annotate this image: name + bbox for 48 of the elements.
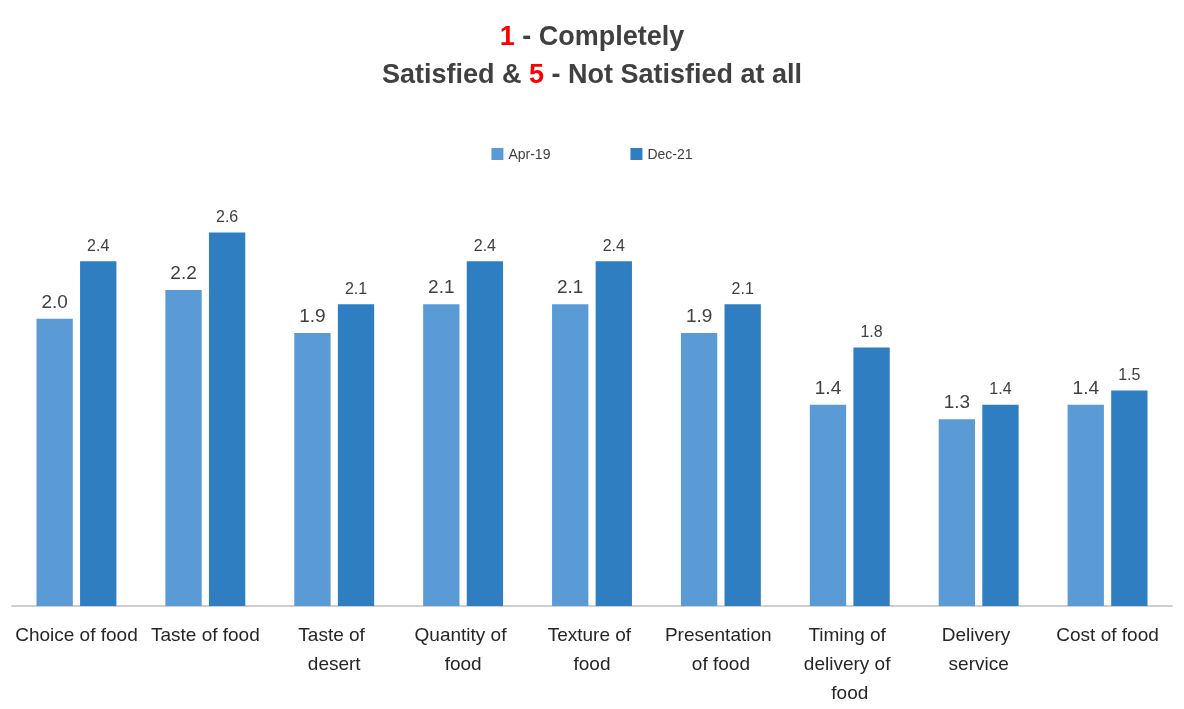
data-label: 2.4 [473,236,497,254]
bar [552,304,589,606]
x-tick-label: Cost of food [1056,624,1159,645]
x-tick-label: Delivery service [941,624,1016,674]
data-label: 2.1 [557,276,584,298]
bar [853,347,890,606]
x-tick-label: Taste of desert [298,624,371,674]
bar [595,261,632,606]
bar [208,232,246,606]
x-tick-label: Presentation of food [664,624,777,674]
legend-label: Apr-19 [508,146,551,162]
bar [1067,404,1104,606]
data-label: 2.1 [344,279,368,297]
data-label: 1.8 [860,322,883,340]
x-tick-label: Timing of delivery of food [803,624,896,703]
x-tick-label: Quantity of food [414,624,512,674]
data-label: 1.9 [299,305,326,327]
data-label: 1.4 [1072,376,1100,398]
x-tick-label: Choice of food [15,624,138,645]
bar [80,261,117,606]
bar [423,304,460,606]
bar [165,289,202,606]
x-tick-label: Texture of food [547,624,637,674]
bar [938,419,976,606]
bar [36,318,73,606]
bar [1111,390,1148,606]
data-label: 2.1 [731,279,754,297]
bar [294,333,331,606]
data-label: 1.3 [943,391,971,413]
bar [982,404,1019,606]
data-label: 2.0 [41,290,68,312]
data-label: 2.2 [170,261,197,283]
data-label: 2.1 [428,276,455,298]
bar [680,333,718,606]
data-label: 2.6 [216,207,239,225]
data-label: 1.5 [1118,366,1141,383]
data-label: 1.4 [989,380,1012,398]
bar [724,304,761,606]
data-label: 2.4 [87,236,110,254]
data-label: 1.9 [685,305,713,327]
data-label: 2.4 [602,236,626,254]
chart-title: 1 - Completely Satisfied & 5 - Not Satisfied at all [381,21,803,89]
bar [337,304,375,606]
x-tick-label: Taste of food [150,624,260,645]
data-label: 1.4 [814,376,842,398]
bar [809,404,847,606]
legend-label: Dec-21 [647,146,693,162]
bar [466,261,504,606]
